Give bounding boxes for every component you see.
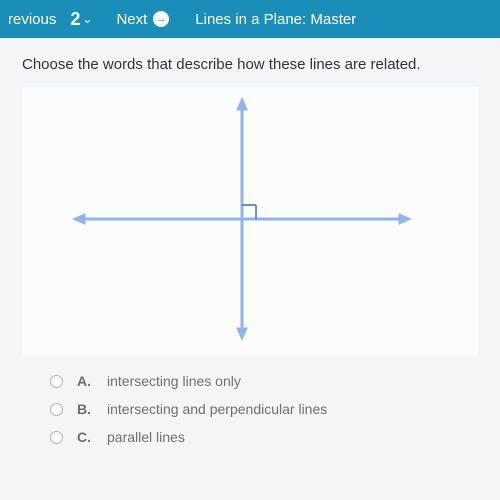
answer-option[interactable]: A. intersecting lines only — [50, 373, 478, 389]
lesson-title: Lines in a Plane: Master — [195, 11, 356, 28]
radio-button[interactable] — [50, 375, 63, 388]
lines-diagram — [22, 87, 478, 355]
question-prompt: Choose the words that describe how these… — [22, 56, 478, 73]
content-area: Choose the words that describe how these… — [0, 38, 500, 500]
radio-button[interactable] — [50, 403, 63, 416]
next-arrow-icon[interactable]: → — [153, 11, 169, 27]
diagram-container — [22, 87, 478, 355]
chevron-down-icon[interactable]: ⌄ — [82, 12, 92, 26]
next-button-label[interactable]: Next — [116, 11, 147, 28]
radio-button[interactable] — [50, 431, 63, 444]
answer-text: parallel lines — [107, 429, 185, 445]
answer-letter: A. — [77, 373, 91, 389]
question-number[interactable]: 2 — [70, 9, 80, 30]
answer-letter: B. — [77, 401, 91, 417]
answer-text: intersecting lines only — [107, 373, 241, 389]
previous-button[interactable]: revious — [8, 11, 56, 28]
answer-option[interactable]: C. parallel lines — [50, 429, 478, 445]
answer-letter: C. — [77, 429, 91, 445]
answer-option[interactable]: B. intersecting and perpendicular lines — [50, 401, 478, 417]
answer-text: intersecting and perpendicular lines — [107, 401, 327, 417]
answer-list: A. intersecting lines only B. intersecting … — [22, 373, 478, 445]
navigation-bar: revious 2 ⌄ Next → Lines in a Plane: Mas… — [0, 0, 500, 38]
